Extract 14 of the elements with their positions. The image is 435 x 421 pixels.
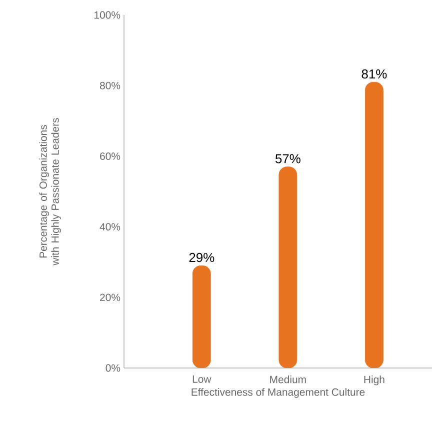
y-tick-label: 0% [106,364,120,372]
y-tick-label: 100% [94,11,120,19]
data-label: 57% [275,154,300,164]
y-tick-label: 40% [100,223,120,231]
x-tick-label: High [364,376,384,386]
y-tick-label: 80% [100,82,120,90]
x-tick-label: Medium [270,376,306,384]
y-axis-title: Percentage of Organizations with Highly Passionate Leaders [39,118,61,266]
data-label: 81% [362,69,387,79]
x-tick-label: Low [192,376,212,383]
x-axis-title: Effectiveness of Management Culture [192,388,365,398]
data-label: 29% [189,252,214,262]
y-tick-label: 20% [100,294,120,302]
y-tick-label: 60% [100,152,120,160]
